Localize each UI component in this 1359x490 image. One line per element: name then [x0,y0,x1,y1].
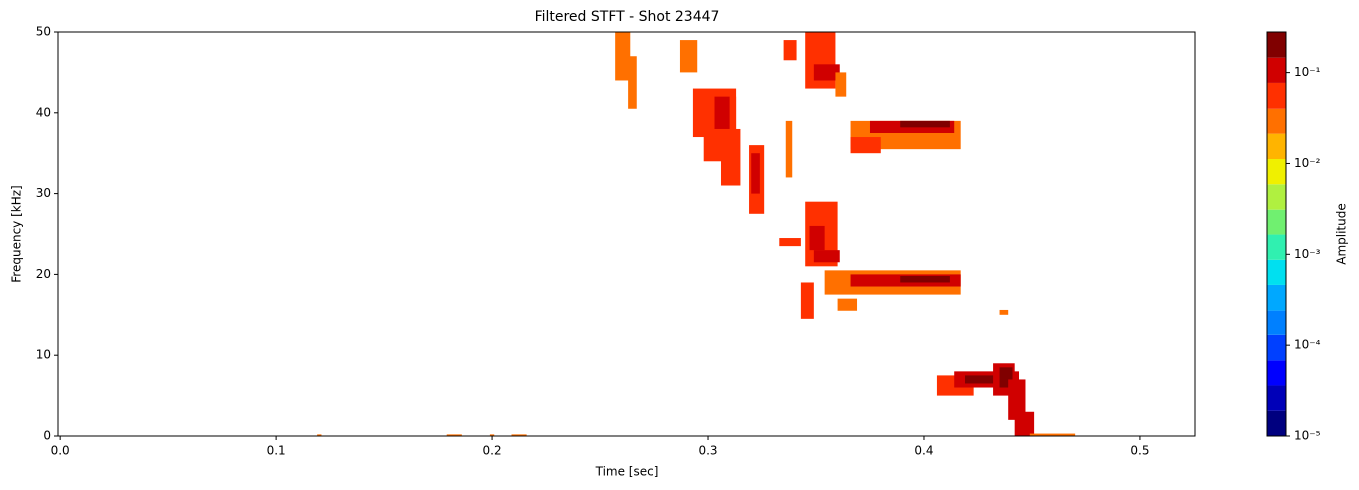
colorbar-label: Amplitude [1335,203,1349,265]
stft-cell [999,309,1009,315]
x-tick-label: 0.4 [914,444,933,458]
colorbar-band [1267,334,1286,361]
x-tick-label: 0.3 [698,444,717,458]
colorbar-band [1267,108,1286,134]
colorbar-tick-label: 10⁻³ [1294,247,1321,261]
stft-cell [837,298,858,311]
x-axis-label: Time [sec] [595,465,659,479]
stft-cell [1008,379,1026,420]
colorbar-tick-label: 10⁻² [1294,156,1321,170]
colorbar-tick-label: 10⁻⁴ [1294,338,1321,352]
colorbar-tick-label: 10⁻¹ [1294,65,1321,79]
y-tick-label: 20 [36,267,51,281]
stft-cell [965,375,1011,384]
stft-cell [850,137,881,154]
stft-cell [785,120,793,178]
stft-cell [446,434,462,436]
y-tick-label: 40 [36,105,51,119]
y-tick-label: 30 [36,186,51,200]
chart-title: Filtered STFT - Shot 23447 [535,9,720,25]
colorbar-band [1267,32,1286,58]
stft-cell [628,56,637,109]
stft-cell [751,153,760,194]
stft-cell [615,32,631,81]
colorbar-band [1267,57,1286,83]
stft-cell [813,250,840,263]
colorbar-frame [1266,31,1287,437]
colorbar-band [1267,259,1286,285]
colorbar-band [1267,133,1286,159]
colorbar-band [1267,234,1286,260]
stft-cell [900,276,950,283]
colorbar-band [1267,158,1286,185]
stft-cell [679,40,698,73]
colorbar-tick-label: 10⁻⁵ [1294,429,1321,443]
colorbar-band [1267,385,1286,411]
stft-cell [813,64,840,81]
colorbar-band [1267,284,1286,311]
colorbar-band [1267,209,1286,235]
stft-cell [835,72,847,97]
stft-cell [783,40,797,61]
x-tick-label: 0.1 [267,444,286,458]
stft-cell [1029,433,1076,436]
stft-cell [489,434,495,436]
stft-cell [900,120,950,128]
stft-cell [809,225,825,251]
y-tick-label: 10 [36,348,51,362]
stft-cell [720,128,741,186]
stft-cell [511,434,527,436]
stft-cell [317,434,322,436]
colorbar-band [1267,410,1286,436]
stft-cell [779,238,801,247]
y-tick-label: 0 [43,429,51,443]
plot-frame [57,31,1196,437]
stft-cell [800,282,814,319]
x-tick-label: 0.5 [1130,444,1149,458]
stft-cell [714,96,730,129]
x-tick-label: 0.2 [483,444,502,458]
colorbar-band [1267,360,1286,386]
colorbar-band [1267,184,1286,210]
y-axis-label: Frequency [kHz] [10,185,24,282]
stft-cell [1014,411,1035,436]
colorbar-band [1267,82,1286,109]
x-tick-label: 0.0 [51,444,70,458]
colorbar-band [1267,310,1286,335]
y-tick-label: 50 [36,25,51,39]
